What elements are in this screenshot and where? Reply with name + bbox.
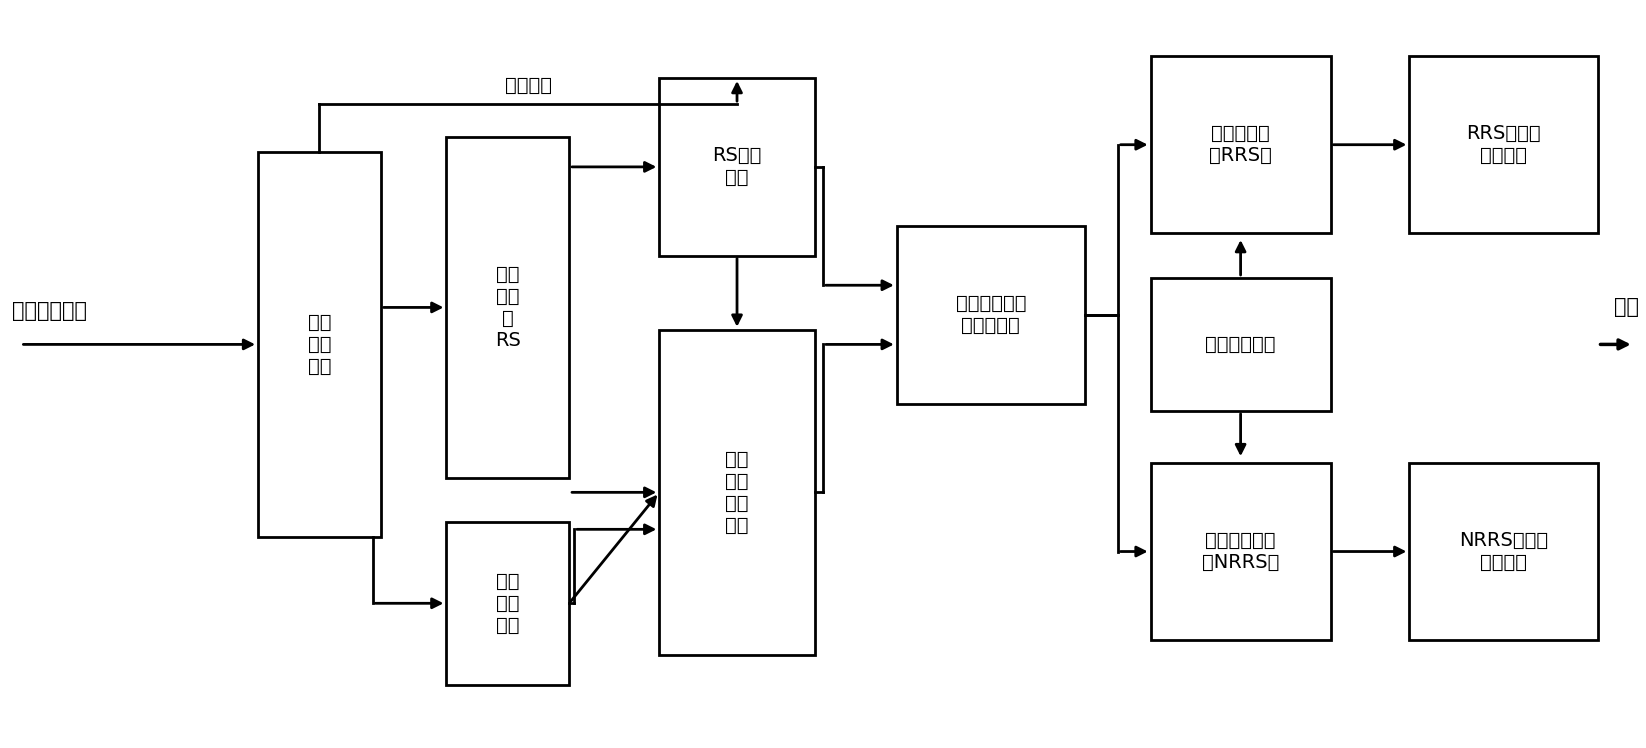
Bar (1151, 56, 1330, 233)
Text: 测量
两跳
路径
损耗: 测量 两跳 路径 损耗 (726, 450, 749, 535)
Bar (897, 226, 1085, 404)
Text: 非再生中继站
（NRRS）: 非再生中继站 （NRRS） (1202, 531, 1279, 572)
Text: RS参数
设定: RS参数 设定 (713, 147, 762, 188)
Text: 再生中继站
（RRS）: 再生中继站 （RRS） (1210, 124, 1272, 165)
Text: 信息报告: 信息报告 (505, 76, 551, 95)
Bar (660, 78, 815, 256)
Text: NRRS自适应
功率分配: NRRS自适应 功率分配 (1458, 531, 1547, 572)
Bar (1151, 463, 1330, 640)
Text: 网络规划参数: 网络规划参数 (13, 301, 87, 321)
Text: 网络
控制
中心: 网络 控制 中心 (308, 313, 331, 376)
Text: 用户
参数
统计: 用户 参数 统计 (495, 571, 520, 635)
Text: 设置
中继
站
RS: 设置 中继 站 RS (495, 265, 520, 350)
Text: 系统干扰测量: 系统干扰测量 (1205, 335, 1276, 354)
Bar (1409, 56, 1598, 233)
Text: 为各用户选择
服务中继站: 为各用户选择 服务中继站 (956, 294, 1025, 335)
Bar (446, 138, 570, 477)
Text: RRS自适应
功率分配: RRS自适应 功率分配 (1467, 124, 1541, 165)
Bar (660, 330, 815, 655)
Bar (1409, 463, 1598, 640)
Bar (1151, 278, 1330, 411)
Text: 输出: 输出 (1613, 298, 1638, 317)
Bar (446, 522, 570, 684)
Bar (258, 152, 380, 537)
